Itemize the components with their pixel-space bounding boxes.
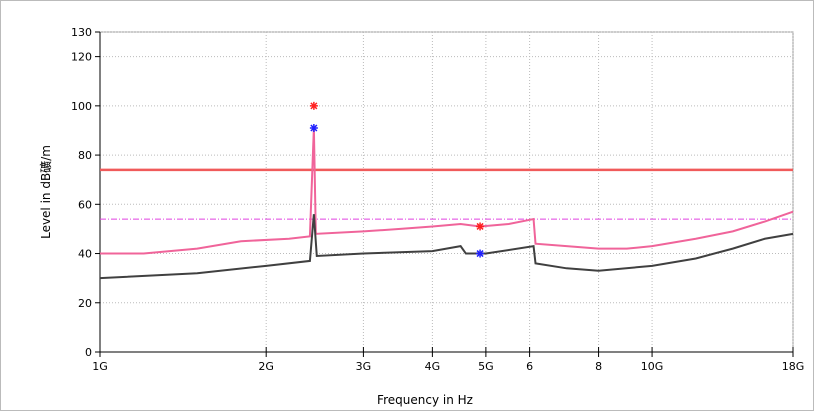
- y-tick-label: 130: [71, 26, 92, 39]
- x-axis-label: Frequency in Hz: [377, 393, 473, 407]
- x-tick-label: 3G: [356, 360, 372, 373]
- y-tick-label: 80: [78, 149, 92, 162]
- y-tick-label: 120: [71, 51, 92, 64]
- y-tick-label: 20: [78, 297, 92, 310]
- marker-stroke: [476, 222, 484, 230]
- x-tick-label: 4G: [425, 360, 441, 373]
- y-tick-label: 60: [78, 198, 92, 211]
- x-tick-label: 10G: [641, 360, 664, 373]
- y-tick-label: 0: [85, 346, 92, 359]
- marker-stroke: [476, 250, 484, 258]
- y-tick-label: 40: [78, 248, 92, 261]
- marker-stroke: [310, 102, 318, 110]
- y-axis-label: Level in dB礦/m: [38, 145, 53, 239]
- marker-stroke: [310, 124, 318, 132]
- marker: [476, 249, 485, 258]
- x-tick-label: 5G: [478, 360, 494, 373]
- marker: [309, 124, 318, 132]
- marker: [476, 222, 485, 231]
- y-tick-label: 100: [71, 100, 92, 113]
- x-tick-label: 8: [595, 360, 602, 373]
- trace: [99, 214, 794, 280]
- x-tick-label: 6: [526, 360, 533, 373]
- trace: [100, 127, 794, 255]
- x-tick-label: 2G: [258, 360, 274, 373]
- x-tick-label: 18G: [782, 360, 805, 373]
- x-tick-label: 1G: [92, 360, 108, 373]
- plot-area: [99, 31, 794, 353]
- marker: [309, 101, 318, 110]
